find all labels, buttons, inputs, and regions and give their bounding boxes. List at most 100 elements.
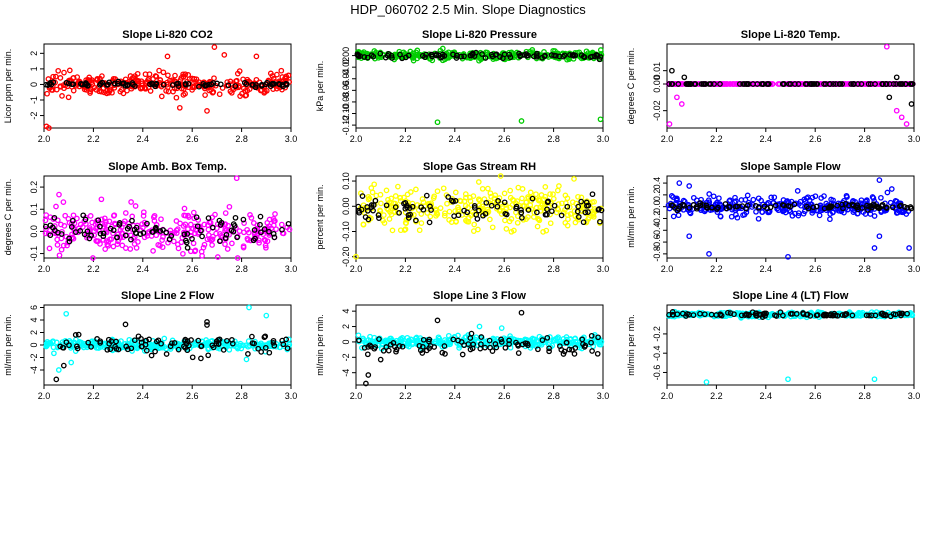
data-point [866,312,872,319]
data-point [278,67,285,74]
data-point [153,227,160,233]
data-point [60,362,67,369]
data-point [150,248,156,254]
data-point [698,81,705,87]
data-point [140,230,147,236]
data-point [176,104,183,111]
data-point [459,212,465,218]
data-point [876,177,883,183]
data-point [492,341,499,347]
x-tick-label: 3.0 [908,391,921,401]
y-tick-label: 0.4 [652,177,662,190]
data-point [120,90,127,97]
data-point [361,54,368,60]
data-point [211,75,217,82]
data-point [402,219,409,226]
data-point [732,194,738,201]
data-point [749,202,756,208]
data-point [248,215,255,221]
x-tick-label: 3.0 [285,391,298,401]
data-point [371,181,378,188]
data-point [424,210,431,216]
data-point [209,224,216,231]
data-point [198,343,204,350]
data-point [216,91,223,98]
x-tick-label: 3.0 [597,134,610,144]
data-point [486,337,493,344]
data-point [358,206,365,213]
data-point [487,344,493,351]
data-point [686,233,693,240]
x-tick-label: 3.0 [908,264,921,274]
data-point [555,334,561,341]
data-point [809,210,816,216]
data-point [193,214,200,221]
data-point [108,236,115,242]
data-point [193,76,200,83]
data-point [205,352,212,359]
x-tick-label: 2.2 [710,264,723,274]
data-point [171,340,178,346]
data-point [715,204,721,211]
data-point [802,198,809,204]
data-point [566,346,573,353]
y-tick-label: -0.4 [652,345,662,361]
data-point [461,207,467,214]
data-point [427,203,433,210]
plot-frame [355,175,604,259]
data-point [588,339,594,346]
data-point [511,227,517,234]
data-point [493,344,500,351]
data-point [487,216,493,223]
data-point [426,345,433,352]
panel-title: Slope Line 3 Flow [433,290,526,302]
chart-panel: Slope Gas Stream RH 2.0 2.2 2.4 2.6 2.8 3.0 -0.… [315,161,609,274]
data-point [373,192,380,199]
data-point [355,203,362,210]
data-point [827,216,833,223]
y-tick-label: -0.6 [652,234,662,250]
data-point [198,355,204,362]
data-point [59,93,65,99]
data-point [558,212,565,219]
data-point [593,51,600,58]
data-point [381,220,388,226]
panel-title: Slope Li-820 Pressure [422,29,537,41]
plot-frame [666,304,915,386]
data-point [589,191,596,198]
x-tick-label: 2.4 [449,391,462,401]
data-point [834,202,841,209]
data-point [551,202,558,209]
data-point [110,230,116,237]
y-tick-label: 1 [29,66,39,71]
data-point [114,241,121,247]
data-point [514,219,521,226]
data-point [367,333,373,340]
data-point [181,212,187,219]
data-point [158,340,164,347]
data-point [251,229,258,236]
data-point [228,89,235,96]
data-point [670,213,677,220]
data-point [74,74,81,80]
data-point [798,202,804,209]
data-point [809,194,816,201]
data-point [115,231,121,238]
data-point [236,228,243,234]
data-point [359,193,366,199]
data-point [262,344,269,351]
data-point [536,217,543,224]
data-point [194,223,201,230]
data-point [693,197,700,204]
data-point [116,220,123,226]
data-point [103,229,110,236]
data-point [744,192,751,199]
data-point [508,216,515,222]
data-point [743,205,749,212]
data-point [564,203,571,210]
data-point [433,51,440,57]
data-point [50,73,56,80]
data-point [810,204,817,211]
data-point [850,81,857,87]
data-point [230,228,237,235]
